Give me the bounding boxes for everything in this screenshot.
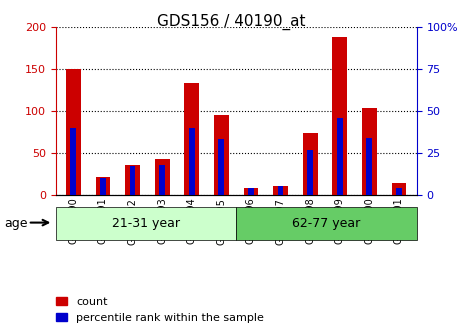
Bar xyxy=(70,128,76,195)
Bar xyxy=(307,150,313,195)
Bar xyxy=(248,188,254,195)
Bar xyxy=(95,177,110,195)
Bar xyxy=(66,69,81,195)
Bar xyxy=(273,186,288,195)
Bar xyxy=(332,37,347,195)
Text: 62-77 year: 62-77 year xyxy=(292,217,361,230)
Bar xyxy=(155,159,169,195)
Bar xyxy=(236,207,417,240)
Bar xyxy=(219,139,224,195)
Bar xyxy=(125,166,140,195)
Text: GDS156 / 40190_at: GDS156 / 40190_at xyxy=(157,13,306,30)
Text: age: age xyxy=(5,217,28,230)
Bar xyxy=(184,83,199,195)
Bar xyxy=(303,133,318,195)
Bar xyxy=(189,128,194,195)
Bar xyxy=(130,166,136,195)
Bar xyxy=(278,186,283,195)
Bar xyxy=(100,178,106,195)
Bar xyxy=(159,165,165,195)
Bar xyxy=(392,183,407,195)
Bar xyxy=(56,207,236,240)
Bar xyxy=(366,138,372,195)
Bar xyxy=(214,115,229,195)
Bar xyxy=(396,188,402,195)
Text: 21-31 year: 21-31 year xyxy=(112,217,180,230)
Legend: count, percentile rank within the sample: count, percentile rank within the sample xyxy=(52,292,269,327)
Bar xyxy=(362,108,377,195)
Bar xyxy=(244,188,258,195)
Bar xyxy=(337,118,343,195)
